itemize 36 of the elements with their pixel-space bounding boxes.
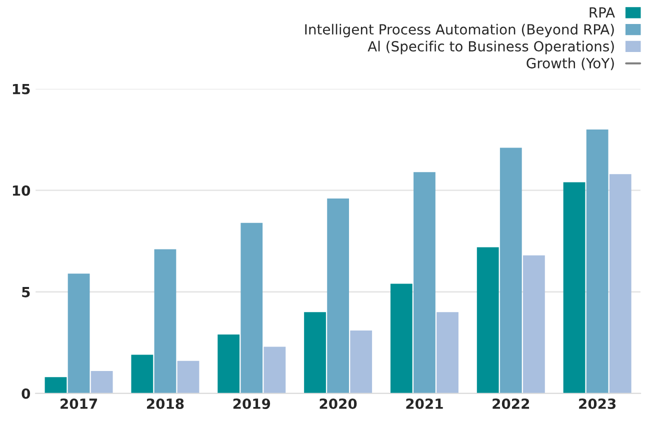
- bar: [586, 129, 608, 394]
- bar: [177, 360, 200, 394]
- x-tick-label: 2019: [233, 398, 270, 409]
- x-tick-label: 2022: [492, 398, 530, 409]
- y-tick-label: 5: [22, 287, 30, 298]
- bar: [327, 198, 350, 394]
- legend-label: Growth (YoY): [526, 58, 614, 70]
- bar: [563, 182, 586, 394]
- legend-label: RPA: [590, 7, 615, 18]
- bar: [68, 274, 90, 394]
- x-tick-label: 2021: [406, 398, 443, 409]
- bar: [500, 148, 522, 394]
- bar: [90, 371, 113, 394]
- x-tick-label: 2017: [60, 398, 98, 409]
- x-tick-label: 2020: [320, 398, 357, 409]
- y-tick-label: 10: [12, 185, 30, 196]
- x-tick-label: 2018: [146, 398, 184, 409]
- bar: [304, 312, 326, 394]
- bar: [350, 330, 372, 394]
- x-tick-label: 2023: [579, 398, 616, 409]
- bar: [436, 312, 458, 394]
- bar: [44, 377, 67, 394]
- bar: [131, 354, 154, 394]
- bar: [240, 222, 263, 394]
- legend-label: Intelligent Process Automation (Beyond RPA): [305, 24, 614, 38]
- bar: [476, 247, 499, 394]
- bar: [154, 249, 176, 394]
- bar: [264, 346, 286, 394]
- y-tick-label: 0: [22, 388, 30, 399]
- legend-label: Al (Specific to Business Operations): [368, 40, 614, 54]
- bar: [523, 255, 545, 394]
- bar: [218, 334, 240, 394]
- bar: [390, 284, 412, 394]
- y-tick-label: 15: [12, 84, 30, 94]
- bar: [609, 174, 632, 394]
- bar: [414, 172, 436, 394]
